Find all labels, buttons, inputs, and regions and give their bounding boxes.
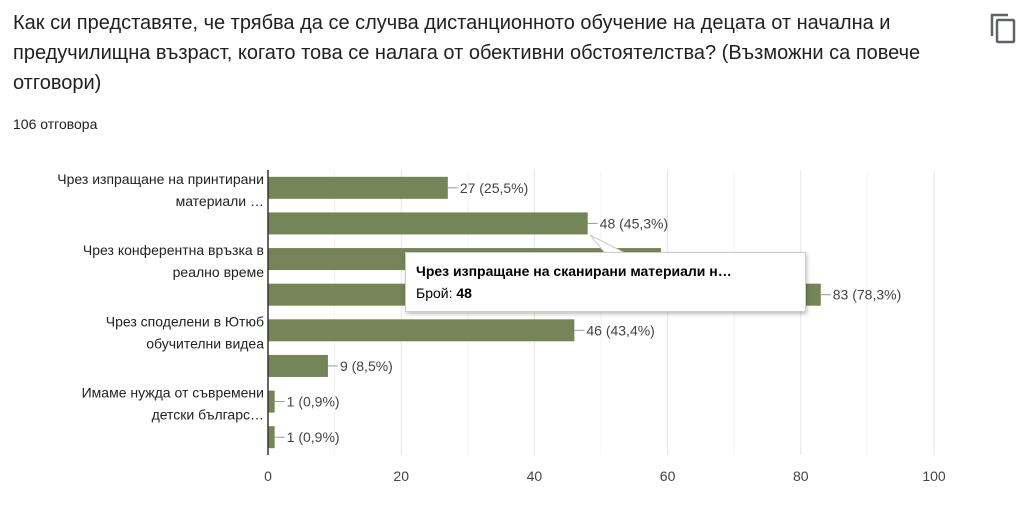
x-tick-label: 40 <box>527 468 543 484</box>
category-label: Чрез конферентна връзка в <box>83 242 264 258</box>
data-label: 1 (0,9%) <box>287 394 340 410</box>
category-label: реално време <box>173 264 265 280</box>
tooltip-value-line: Брой: 48 <box>416 285 472 301</box>
category-label: обучителни видеа <box>146 335 264 351</box>
category-label: Чрез изпращане на принтирани <box>57 171 264 187</box>
x-tick-label: 100 <box>922 468 946 484</box>
data-label: 83 (78,3%) <box>833 287 901 303</box>
data-label: 1 (0,9%) <box>287 429 340 445</box>
bar <box>268 212 588 235</box>
category-label: Имаме нужда от съвремени <box>82 385 264 401</box>
chart-tooltip: Чрез изпращане на сканирани материали н…… <box>405 252 806 312</box>
x-tick-label: 80 <box>793 468 809 484</box>
category-label: детски българс… <box>152 407 264 423</box>
x-tick-label: 0 <box>264 468 272 484</box>
data-label: 9 (8,5%) <box>340 358 393 374</box>
tooltip-title: Чрез изпращане на сканирани материали н… <box>416 263 732 279</box>
copy-icon[interactable] <box>988 12 1018 44</box>
bar <box>268 319 575 342</box>
tooltip-value: 48 <box>456 285 472 301</box>
data-label: 27 (25,5%) <box>460 180 528 196</box>
data-label: 46 (43,4%) <box>586 322 654 338</box>
x-tick-label: 60 <box>660 468 676 484</box>
bar <box>268 426 275 449</box>
data-label: 48 (45,3%) <box>600 215 668 231</box>
category-label: материали … <box>176 193 264 209</box>
bar <box>268 390 275 413</box>
x-tick-label: 20 <box>393 468 409 484</box>
bar <box>268 354 328 377</box>
question-title: Как си представяте, че трябва да се случ… <box>13 12 921 94</box>
category-label: Чрез споделени в Ютюб <box>106 313 264 329</box>
bar <box>268 176 448 199</box>
tooltip-label: Брой: <box>416 285 457 301</box>
response-count: 106 отговора <box>13 116 98 132</box>
